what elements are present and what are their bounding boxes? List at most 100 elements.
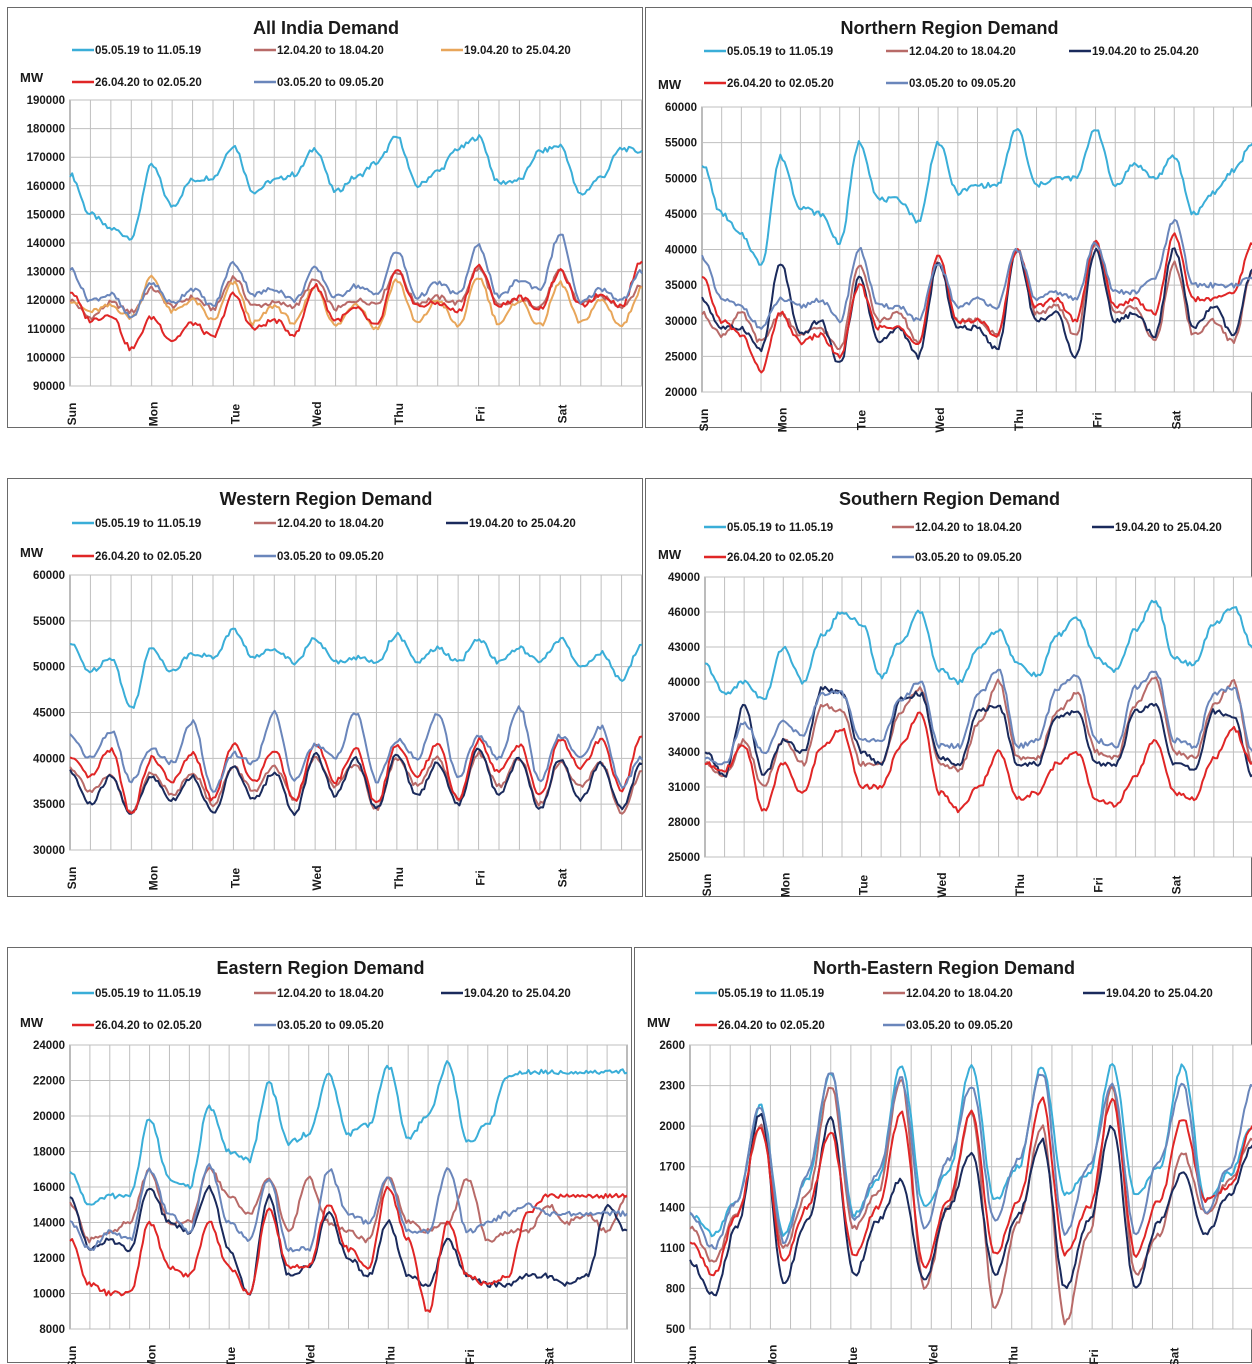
y-tick-label: 20000 <box>665 387 697 399</box>
legend-label: 05.05.19 to 11.05.19 <box>727 46 833 58</box>
legend-label: 03.05.20 to 09.05.20 <box>909 78 1016 90</box>
chart-panel-northern: Northern Region Demand 05.05.19 to 11.05.… <box>645 7 1252 433</box>
y-tick-label: 43000 <box>668 642 700 654</box>
chart-svg: North-Eastern Region Demand 05.05.19 to 1… <box>647 958 1252 1364</box>
x-tick-label: Tue <box>846 1346 860 1364</box>
series-line-19-04-20-to-25-04-20 <box>69 274 643 331</box>
legend-item-26-04-20-to-02-05-20: 26.04.20 to 02.05.20 <box>695 1020 825 1032</box>
series-line-03-05-20-to-09-05-20 <box>701 218 1252 330</box>
y-tick-label: 40000 <box>33 753 65 765</box>
x-tick-label: Tue <box>228 403 242 424</box>
y-tick-label: 50000 <box>665 173 697 185</box>
y-tick-label: 16000 <box>33 1182 65 1194</box>
series-line-05-05-19-to-11-05-19 <box>704 599 1252 701</box>
y-tick-label: 100000 <box>27 352 65 364</box>
legend-label: 12.04.20 to 18.04.20 <box>277 988 384 1000</box>
legend-label: 05.05.19 to 11.05.19 <box>95 988 201 1000</box>
legend-item-12-04-20-to-18-04-20: 12.04.20 to 18.04.20 <box>883 988 1013 1000</box>
y-tick-label: 130000 <box>27 267 65 279</box>
y-tick-label: 120000 <box>27 295 65 307</box>
series-line-05-05-19-to-11-05-19 <box>689 1063 1252 1238</box>
legend-label: 03.05.20 to 09.05.20 <box>906 1020 1013 1032</box>
legend-item-26-04-20-to-02-05-20: 26.04.20 to 02.05.20 <box>704 552 834 564</box>
legend-item-12-04-20-to-18-04-20: 12.04.20 to 18.04.20 <box>254 45 384 57</box>
legend-label: 12.04.20 to 18.04.20 <box>906 988 1013 1000</box>
x-tick-label: Tue <box>857 874 871 895</box>
y-tick-label: 1700 <box>659 1162 685 1174</box>
series-line-26-04-20-to-02-05-20 <box>70 260 643 352</box>
x-tick-label: Fri <box>1091 412 1105 427</box>
y-tick-label: 18000 <box>33 1147 65 1159</box>
legend-label: 26.04.20 to 02.05.20 <box>95 551 202 563</box>
legend-item-03-05-20-to-09-05-20: 03.05.20 to 09.05.20 <box>892 552 1022 564</box>
series-line-12-04-20-to-18-04-20 <box>69 1166 628 1244</box>
y-tick-label: 22000 <box>33 1076 65 1088</box>
y-tick-label: 35000 <box>33 799 65 811</box>
x-tick-label: Thu <box>1007 1346 1021 1364</box>
x-tick-label: Sat <box>555 869 569 888</box>
x-tick-label: Sun <box>65 867 79 890</box>
y-tick-label: 110000 <box>27 324 65 336</box>
legend-label: 05.05.19 to 11.05.19 <box>95 45 201 57</box>
legend-item-19-04-20-to-25-04-20: 19.04.20 to 25.04.20 <box>446 518 576 530</box>
chart-title: Northern Region Demand <box>840 18 1058 38</box>
chart-svg: Eastern Region Demand 05.05.19 to 11.05.1… <box>20 958 628 1364</box>
x-tick-label: Wed <box>304 1344 318 1364</box>
legend-item-05-05-19-to-11-05-19: 05.05.19 to 11.05.19 <box>72 518 201 530</box>
legend-label: 26.04.20 to 02.05.20 <box>718 1020 825 1032</box>
legend-item-05-05-19-to-11-05-19: 05.05.19 to 11.05.19 <box>704 46 833 58</box>
legend-item-03-05-20-to-09-05-20: 03.05.20 to 09.05.20 <box>254 1020 384 1032</box>
legend-item-19-04-20-to-25-04-20: 19.04.20 to 25.04.20 <box>1069 46 1199 58</box>
x-tick-label: Wed <box>933 407 947 432</box>
series-line-19-04-20-to-25-04-20 <box>701 247 1252 363</box>
legend-item-26-04-20-to-02-05-20: 26.04.20 to 02.05.20 <box>72 551 202 563</box>
x-tick-label: Mon <box>765 1345 779 1364</box>
x-tick-label: Fri <box>1091 877 1105 892</box>
x-tick-label: Sat <box>555 405 569 424</box>
y-tick-label: 2600 <box>659 1040 685 1052</box>
y-tick-label: 60000 <box>33 570 65 582</box>
legend-label: 26.04.20 to 02.05.20 <box>95 77 202 89</box>
legend-item-19-04-20-to-25-04-20: 19.04.20 to 25.04.20 <box>441 45 571 57</box>
legend-label: 19.04.20 to 25.04.20 <box>464 988 571 1000</box>
legend-label: 19.04.20 to 25.04.20 <box>1115 522 1222 534</box>
y-tick-label: 24000 <box>33 1040 65 1052</box>
series-line-26-04-20-to-02-05-20 <box>701 232 1252 374</box>
y-tick-label: 25000 <box>665 351 697 363</box>
x-tick-label: Thu <box>383 1346 397 1364</box>
x-tick-label: Fri <box>474 870 488 885</box>
y-axis-unit: MW <box>647 1015 671 1030</box>
y-tick-label: 14000 <box>33 1218 65 1230</box>
x-tick-label: Fri <box>463 1349 477 1364</box>
chart-title: All India Demand <box>253 18 399 38</box>
x-tick-label: Sat <box>1168 1348 1182 1364</box>
series-line-26-04-20-to-02-05-20 <box>704 711 1252 814</box>
legend-item-26-04-20-to-02-05-20: 26.04.20 to 02.05.20 <box>72 1020 202 1032</box>
y-axis-unit: MW <box>658 77 682 92</box>
legend-item-19-04-20-to-25-04-20: 19.04.20 to 25.04.20 <box>441 988 571 1000</box>
legend-label: 03.05.20 to 09.05.20 <box>277 77 384 89</box>
chart-title: Western Region Demand <box>220 489 433 509</box>
legend-item-03-05-20-to-09-05-20: 03.05.20 to 09.05.20 <box>886 78 1016 90</box>
series-line-26-04-20-to-02-05-20 <box>689 1096 1252 1277</box>
series-line-19-04-20-to-25-04-20 <box>704 685 1252 778</box>
series-line-03-05-20-to-09-05-20 <box>69 705 643 793</box>
series-line-05-05-19-to-11-05-19 <box>701 128 1252 266</box>
legend-item-26-04-20-to-02-05-20: 26.04.20 to 02.05.20 <box>704 78 834 90</box>
legend-label: 19.04.20 to 25.04.20 <box>469 518 576 530</box>
x-tick-label: Sat <box>542 1348 556 1364</box>
chart-title: North-Eastern Region Demand <box>813 958 1075 978</box>
y-tick-label: 35000 <box>665 280 697 292</box>
y-tick-label: 60000 <box>665 102 697 114</box>
x-tick-label: Sat <box>1169 411 1183 430</box>
y-tick-label: 140000 <box>27 238 65 250</box>
y-tick-label: 45000 <box>665 209 697 221</box>
y-tick-label: 55000 <box>33 616 65 628</box>
legend-label: 12.04.20 to 18.04.20 <box>909 46 1016 58</box>
chart-title: Eastern Region Demand <box>216 958 424 978</box>
x-tick-label: Wed <box>926 1344 940 1364</box>
series-line-19-04-20-to-25-04-20 <box>69 1184 628 1296</box>
x-tick-label: Mon <box>147 866 161 891</box>
legend-label: 03.05.20 to 09.05.20 <box>277 1020 384 1032</box>
x-tick-label: Sun <box>65 1346 79 1364</box>
